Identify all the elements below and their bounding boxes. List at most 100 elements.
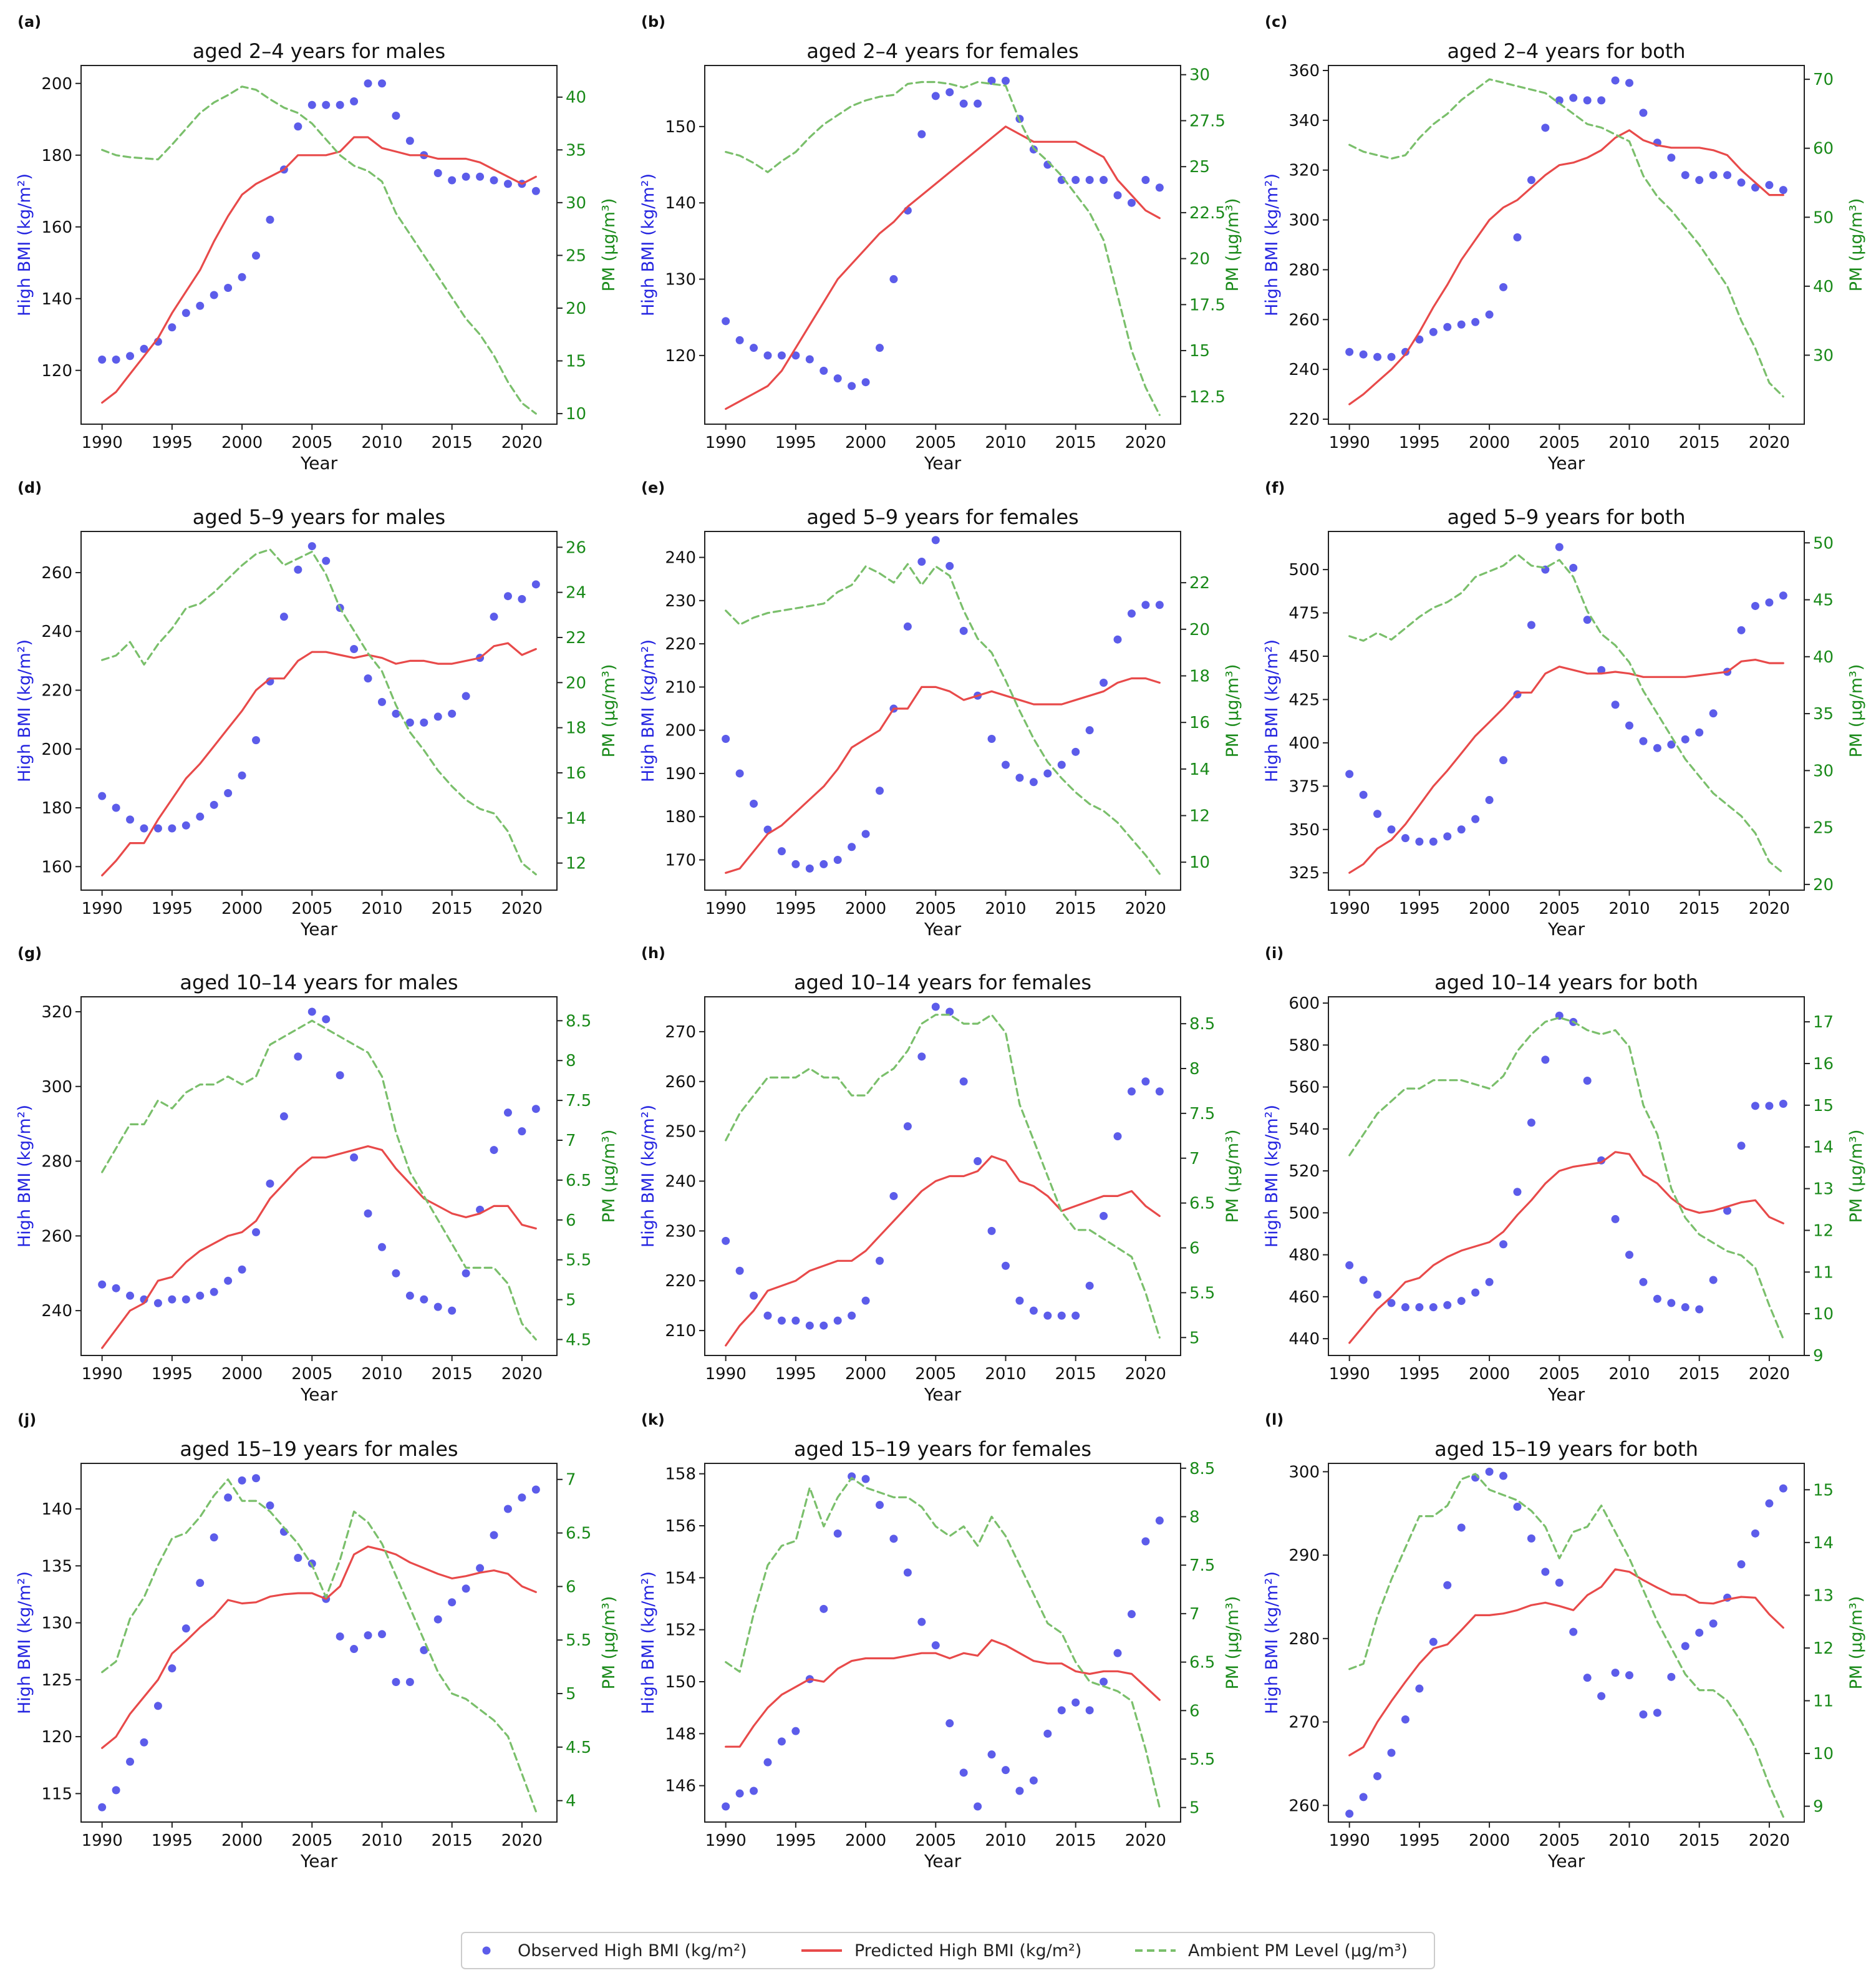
observed-point <box>805 1321 814 1330</box>
y-right-tick-label: 11 <box>1813 1692 1834 1711</box>
observed-point <box>1113 191 1122 200</box>
observed-point <box>750 799 758 808</box>
x-tick-label: 2000 <box>221 1365 263 1384</box>
observed-point <box>112 1786 120 1795</box>
y-tick-label: 280 <box>1289 261 1320 279</box>
y-axis-label-right: PM (μg/m³) <box>1847 1130 1866 1223</box>
observed-point <box>903 622 912 631</box>
chart-title: aged 5–9 years for males <box>193 505 445 529</box>
x-tick-label: 2010 <box>361 1365 402 1384</box>
chart-panel-j: (j) aged 15–19 years for males 1990 1995 200… <box>15 1411 619 1871</box>
y-tick-label: 480 <box>1289 1246 1320 1265</box>
y-tick-label: 540 <box>1289 1120 1320 1139</box>
panel-label: (e) <box>641 479 665 497</box>
observed-point <box>1527 1534 1535 1543</box>
x-tick-label: 2015 <box>1055 899 1096 918</box>
observed-point <box>1723 1206 1732 1215</box>
observed-point <box>490 176 498 185</box>
observed-point <box>1639 1710 1648 1719</box>
y-tick-label: 230 <box>665 592 696 611</box>
observed-point <box>1387 825 1396 834</box>
observed-point <box>931 536 940 545</box>
y-right-tick-label: 5.5 <box>1189 1284 1215 1302</box>
plot-frame <box>1328 65 1805 425</box>
plot-area <box>722 1002 1164 1347</box>
observed-point <box>848 382 856 390</box>
y-axis-label-left: High BMI (kg/m²) <box>15 1571 34 1714</box>
chart-title: aged 5–9 years for both <box>1447 505 1685 529</box>
y-tick-label: 140 <box>41 290 72 309</box>
observed-point <box>153 824 162 833</box>
x-tick-label: 2020 <box>1749 434 1790 452</box>
chart-panel-g: (g) aged 10–14 years for males 1990 1995 200… <box>15 944 619 1405</box>
panel-label: (a) <box>17 13 41 31</box>
observed-point <box>1127 198 1136 207</box>
plot-frame <box>1328 1463 1805 1823</box>
x-tick-label: 2020 <box>1125 899 1166 918</box>
predicted-line <box>1348 1151 1784 1344</box>
observed-point <box>1765 1499 1774 1508</box>
x-tick-label: 1990 <box>705 1365 747 1384</box>
observed-point <box>1583 1077 1592 1085</box>
y-tick-label: 160 <box>41 858 72 876</box>
panel-label: (b) <box>641 13 665 31</box>
observed-point <box>1443 322 1452 331</box>
observed-point <box>833 1316 842 1325</box>
observed-point <box>1695 176 1704 185</box>
y-right-tick-label: 18 <box>1189 667 1210 686</box>
y-right-tick-label: 15 <box>1813 1097 1834 1115</box>
y-right-tick-label: 20 <box>1189 621 1210 639</box>
y-tick-label: 325 <box>1289 864 1320 883</box>
observed-point <box>1611 1214 1620 1223</box>
observed-point <box>322 100 331 109</box>
y-tick-label: 500 <box>1289 561 1320 579</box>
observed-point <box>405 718 414 727</box>
observed-point <box>722 1802 730 1811</box>
legend-observed-label: Observed High BMI (kg/m²) <box>518 1941 747 1961</box>
observed-point <box>974 1157 982 1166</box>
observed-point <box>1611 1669 1620 1677</box>
observed-point <box>861 830 870 838</box>
y-axis-label-right: PM (μg/m³) <box>1223 1130 1242 1223</box>
y-axis-label-right: PM (μg/m³) <box>599 198 619 292</box>
observed-point <box>1471 1288 1480 1297</box>
observed-point <box>1681 171 1690 180</box>
observed-point <box>917 130 926 138</box>
x-tick-label: 1995 <box>152 1365 193 1384</box>
y-right-tick-label: 6.5 <box>566 1525 591 1543</box>
observed-point <box>750 344 758 352</box>
observed-point <box>1457 1523 1466 1532</box>
observed-point <box>735 336 744 344</box>
y-tick-label: 300 <box>1289 211 1320 230</box>
observed-point <box>1499 1240 1508 1249</box>
observed-point <box>462 172 470 181</box>
observed-point <box>462 1584 470 1593</box>
observed-point <box>392 1269 400 1277</box>
observed-point <box>917 1617 926 1626</box>
observed-point <box>168 1664 176 1673</box>
x-tick-label: 1990 <box>82 899 123 918</box>
plot-frame <box>1328 531 1805 891</box>
observed-point <box>112 803 120 812</box>
panel-label: (l) <box>1265 1411 1284 1428</box>
observed-point <box>1345 770 1354 778</box>
y-right-tick-label: 10 <box>1813 1305 1834 1324</box>
observed-point <box>448 709 457 718</box>
chart-title: aged 2–4 years for males <box>193 39 445 63</box>
y-tick-label: 280 <box>41 1153 72 1171</box>
observed-point <box>1625 1251 1633 1259</box>
y-right-tick-label: 11 <box>1813 1263 1834 1282</box>
observed-point <box>931 1002 940 1011</box>
observed-point <box>763 351 772 360</box>
y-right-tick-label: 20 <box>1813 876 1834 894</box>
observed-point <box>1345 347 1354 356</box>
chart-panel-b: (b) aged 2–4 years for females 1990 1995 200… <box>639 13 1242 473</box>
y-right-tick-label: 40 <box>1813 648 1834 667</box>
y-tick-label: 150 <box>665 1673 696 1692</box>
observed-point <box>848 843 856 851</box>
y-right-tick-label: 17.5 <box>1189 296 1226 314</box>
x-tick-label: 1995 <box>152 434 193 452</box>
observed-point <box>405 1291 414 1300</box>
x-tick-label: 2000 <box>1469 1831 1510 1850</box>
observed-point <box>224 284 233 292</box>
